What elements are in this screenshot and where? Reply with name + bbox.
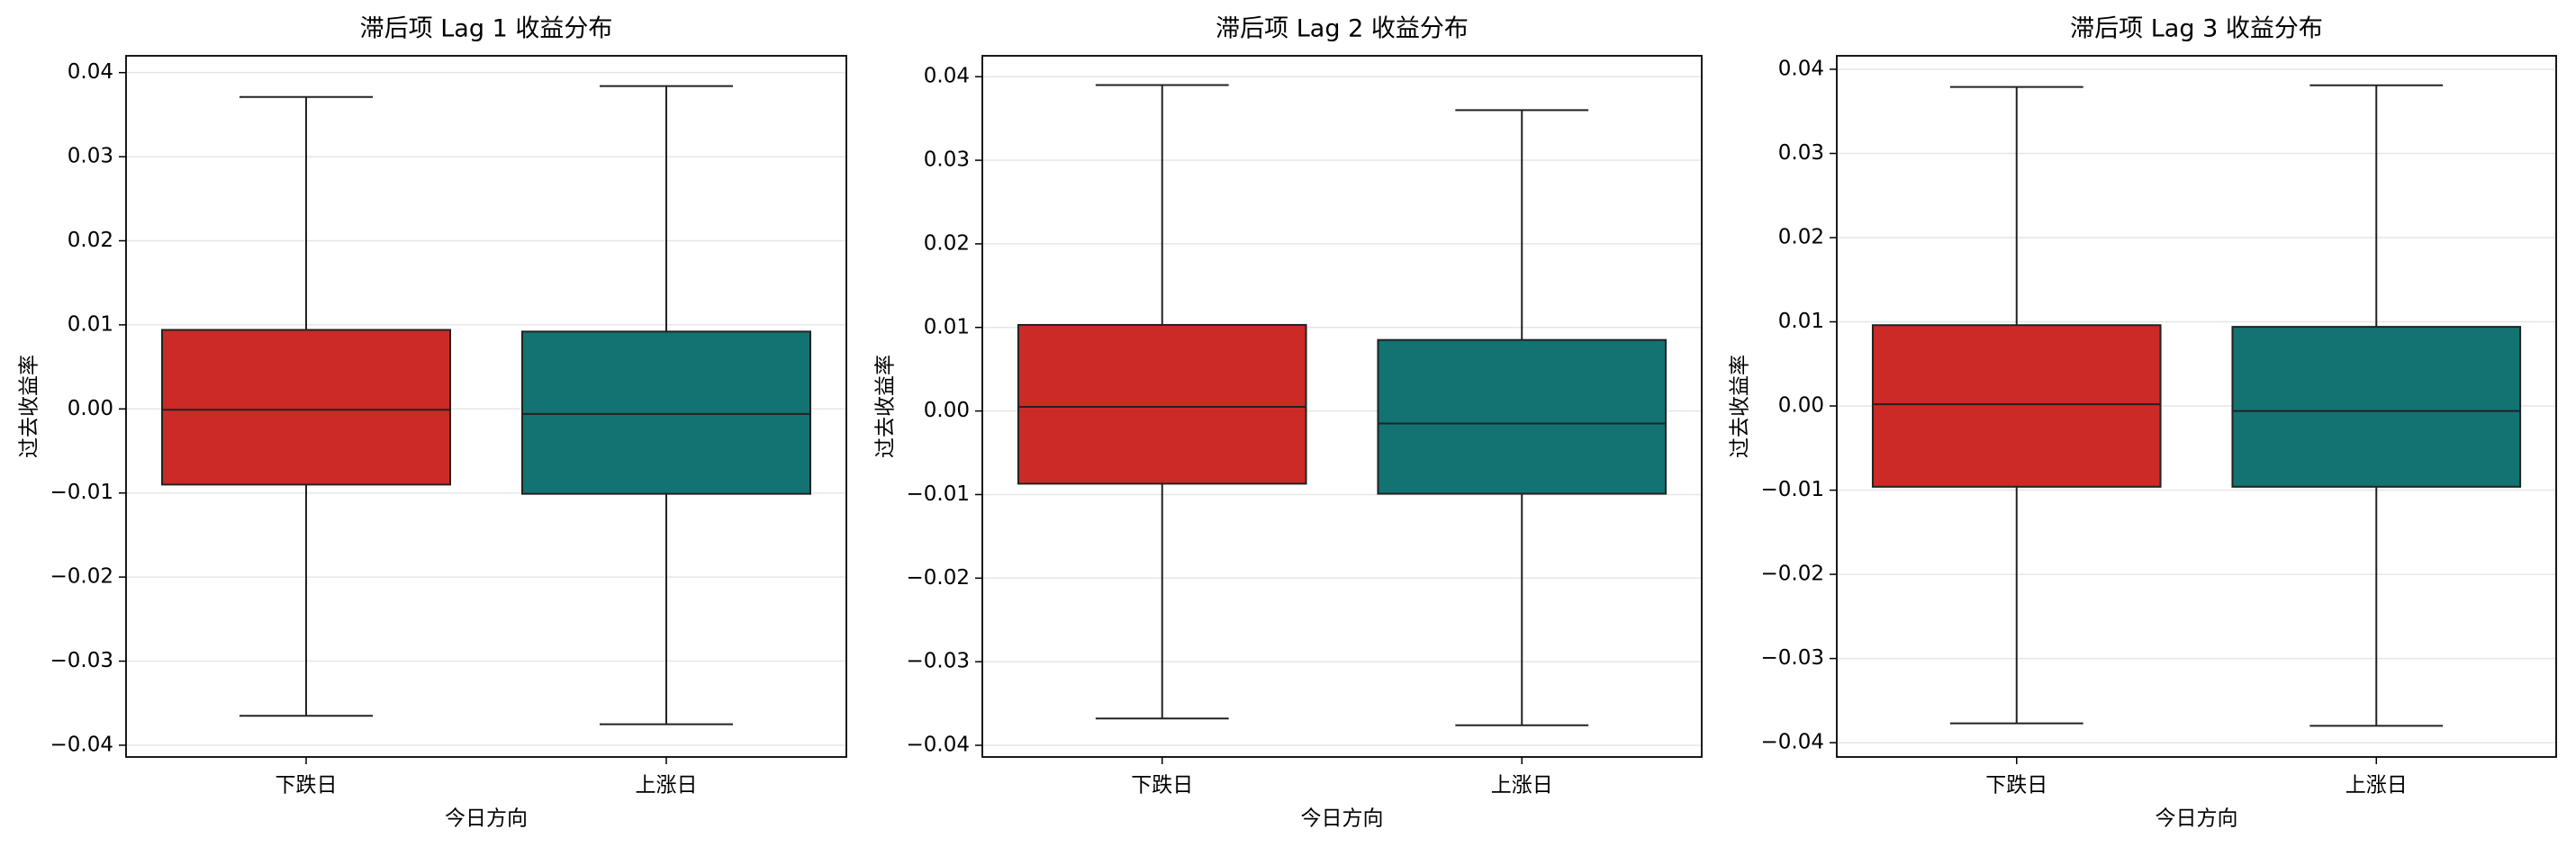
y-tick-label: 0.02 — [1778, 225, 1824, 248]
y-tick-label: −0.04 — [907, 734, 970, 757]
y-tick-label: −0.02 — [50, 565, 113, 589]
y-tick-label: 0.00 — [1778, 394, 1824, 418]
y-tick-label: −0.04 — [1761, 731, 1824, 754]
y-tick-label: 0.04 — [924, 65, 970, 88]
y-tick-label: 0.03 — [924, 149, 970, 172]
y-tick-label: 0.04 — [1778, 57, 1824, 80]
y-axis-label: 过去收益率 — [1729, 355, 1752, 458]
y-tick-label: 0.03 — [1778, 141, 1824, 165]
y-tick-label: −0.03 — [1761, 646, 1824, 670]
y-tick-label: 0.01 — [924, 315, 970, 338]
axes-frame — [1836, 55, 2557, 758]
y-tick-label: −0.01 — [50, 481, 113, 504]
y-axis-label: 过去收益率 — [18, 355, 41, 458]
x-tick-label: 下跌日 — [1131, 774, 1193, 797]
x-axis-label: 今日方向 — [2156, 807, 2238, 831]
y-tick-label: −0.03 — [50, 649, 113, 672]
y-tick-label: −0.01 — [1761, 478, 1824, 501]
axes-frame — [125, 55, 847, 758]
y-axis-label: 过去收益率 — [874, 355, 898, 458]
axes-frame — [981, 55, 1703, 758]
y-tick-label: 0.00 — [924, 399, 970, 422]
x-tick-label: 下跌日 — [276, 774, 338, 797]
chart-title: 滞后项 Lag 2 收益分布 — [1216, 15, 1469, 43]
y-tick-label: −0.03 — [907, 650, 970, 673]
x-tick-label: 上涨日 — [2346, 774, 2408, 797]
box — [161, 329, 451, 486]
chart-title: 滞后项 Lag 3 收益分布 — [2070, 15, 2323, 43]
box — [2231, 326, 2522, 488]
chart-title: 滞后项 Lag 1 收益分布 — [360, 15, 613, 43]
box — [1871, 324, 2162, 488]
x-axis-label: 今日方向 — [1301, 807, 1384, 831]
box — [1377, 338, 1668, 495]
x-tick-label: 下跌日 — [1985, 774, 2047, 797]
y-tick-label: 0.02 — [924, 231, 970, 255]
y-tick-label: −0.02 — [1761, 563, 1824, 586]
y-tick-label: 0.04 — [68, 60, 113, 84]
y-tick-label: 0.03 — [68, 145, 113, 168]
x-tick-label: 上涨日 — [636, 774, 698, 797]
y-tick-label: 0.00 — [68, 397, 113, 420]
y-tick-label: −0.04 — [50, 733, 113, 756]
y-tick-label: 0.02 — [68, 229, 113, 252]
y-tick-label: 0.01 — [1778, 310, 1824, 333]
y-tick-label: −0.01 — [907, 482, 970, 506]
y-tick-label: −0.02 — [907, 566, 970, 590]
box — [521, 330, 811, 495]
box — [1017, 323, 1307, 485]
x-axis-label: 今日方向 — [445, 807, 528, 831]
x-tick-label: 上涨日 — [1491, 774, 1553, 797]
y-tick-label: 0.01 — [68, 312, 113, 336]
